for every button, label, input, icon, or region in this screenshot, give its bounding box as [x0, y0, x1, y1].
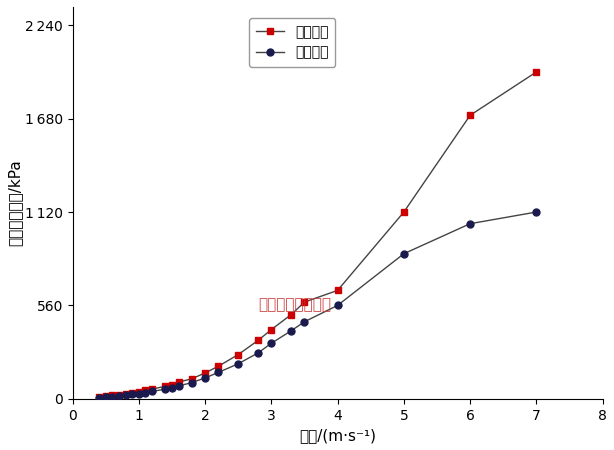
- 多孔孔板: [268, 341, 275, 346]
- 多孔孔板: [215, 370, 222, 375]
- 多孔孔板: [287, 328, 295, 333]
- 标准孔板: [115, 392, 123, 397]
- 多孔孔板: [301, 319, 308, 324]
- 多孔孔板: [161, 387, 169, 392]
- 标准孔板: [142, 388, 149, 393]
- 标准孔板: [201, 370, 209, 376]
- 多孔孔板: [467, 221, 474, 226]
- 标准孔板: [109, 393, 116, 398]
- Legend: 标准孔板, 多孔孔板: 标准孔板, 多孔孔板: [249, 18, 335, 67]
- Y-axis label: 永久压力损失/kPa: 永久压力损失/kPa: [7, 159, 22, 246]
- 标准孔板: [215, 364, 222, 369]
- 多孔孔板: [235, 361, 242, 366]
- Text: 江苏华云流量计厂: 江苏华云流量计厂: [258, 297, 331, 312]
- 多孔孔板: [175, 383, 182, 389]
- 多孔孔板: [188, 380, 195, 385]
- 标准孔板: [254, 338, 262, 343]
- 标准孔板: [301, 299, 308, 305]
- 多孔孔板: [122, 392, 130, 398]
- 多孔孔板: [95, 395, 103, 400]
- 标准孔板: [95, 394, 103, 400]
- 标准孔板: [334, 288, 341, 293]
- 标准孔板: [149, 387, 156, 392]
- 多孔孔板: [254, 350, 262, 356]
- 多孔孔板: [135, 391, 142, 396]
- 标准孔板: [188, 376, 195, 382]
- 标准孔板: [135, 389, 142, 395]
- 多孔孔板: [400, 251, 408, 256]
- 多孔孔板: [201, 375, 209, 381]
- 标准孔板: [168, 382, 176, 387]
- 多孔孔板: [533, 209, 540, 215]
- 多孔孔板: [168, 385, 176, 391]
- 标准孔板: [161, 383, 169, 389]
- 多孔孔板: [102, 395, 109, 400]
- 标准孔板: [128, 390, 136, 396]
- 标准孔板: [467, 112, 474, 118]
- 多孔孔板: [128, 392, 136, 397]
- 标准孔板: [533, 69, 540, 75]
- 多孔孔板: [142, 390, 149, 395]
- 标准孔板: [268, 327, 275, 332]
- 多孔孔板: [109, 394, 116, 400]
- 标准孔板: [175, 379, 182, 385]
- 多孔孔板: [334, 303, 341, 308]
- 标准孔板: [235, 352, 242, 357]
- 标准孔板: [400, 209, 408, 215]
- 标准孔板: [122, 391, 130, 396]
- 多孔孔板: [115, 393, 123, 399]
- 多孔孔板: [149, 389, 156, 394]
- 标准孔板: [287, 312, 295, 317]
- Line: 多孔孔板: 多孔孔板: [96, 208, 540, 401]
- X-axis label: 速度/(m·s⁻¹): 速度/(m·s⁻¹): [299, 428, 376, 443]
- Line: 标准孔板: 标准孔板: [96, 68, 540, 400]
- 标准孔板: [102, 394, 109, 399]
